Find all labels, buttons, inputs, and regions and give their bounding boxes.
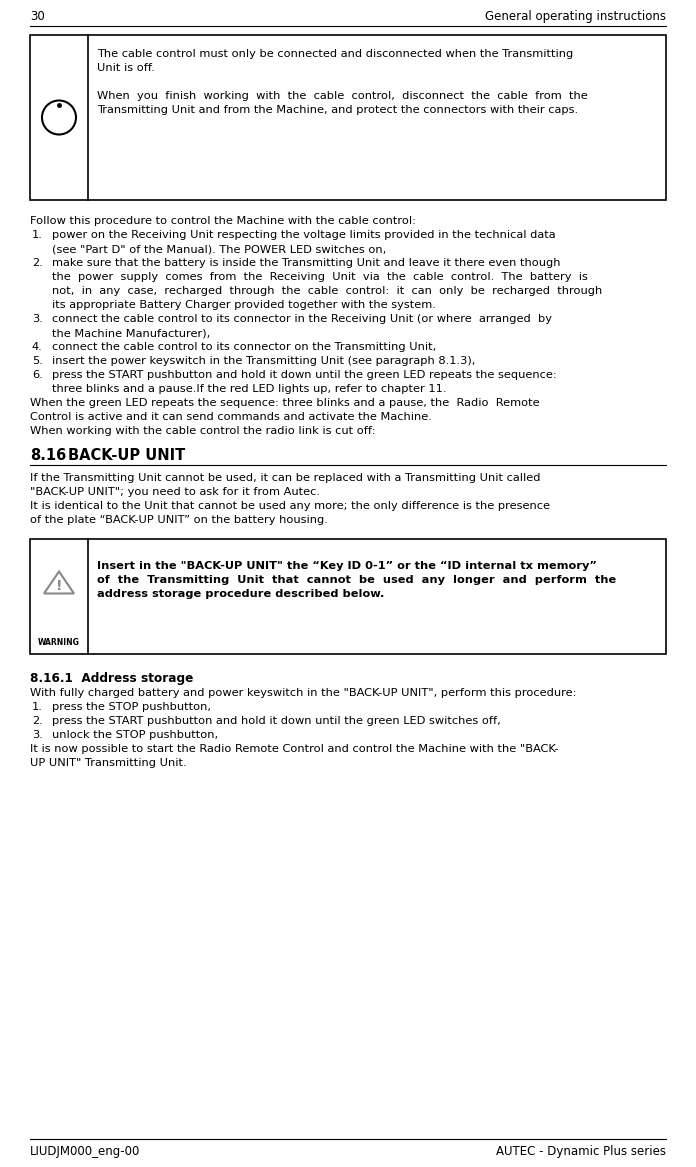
Text: When the green LED repeats the sequence: three blinks and a pause, the  Radio  R: When the green LED repeats the sequence:… bbox=[30, 398, 539, 408]
Text: unlock the STOP pushbutton,: unlock the STOP pushbutton, bbox=[52, 731, 218, 740]
Text: 6.: 6. bbox=[32, 370, 42, 380]
Text: connect the cable control to its connector on the Transmitting Unit,: connect the cable control to its connect… bbox=[52, 342, 436, 352]
Text: the Machine Manufacturer),: the Machine Manufacturer), bbox=[52, 328, 210, 338]
Text: power on the Receiving Unit respecting the voltage limits provided in the techni: power on the Receiving Unit respecting t… bbox=[52, 230, 555, 240]
Text: 4.: 4. bbox=[32, 342, 42, 352]
Text: address storage procedure described below.: address storage procedure described belo… bbox=[97, 589, 384, 599]
Text: connect the cable control to its connector in the Receiving Unit (or where  arra: connect the cable control to its connect… bbox=[52, 314, 552, 324]
Text: Unit is off.: Unit is off. bbox=[97, 63, 155, 74]
Text: BACK-UP UNIT: BACK-UP UNIT bbox=[68, 448, 185, 463]
Text: When  you  finish  working  with  the  cable  control,  disconnect  the  cable  : When you finish working with the cable c… bbox=[97, 91, 587, 102]
Text: 3.: 3. bbox=[32, 731, 43, 740]
Text: press the START pushbutton and hold it down until the green LED switches off,: press the START pushbutton and hold it d… bbox=[52, 717, 500, 726]
Text: 2.: 2. bbox=[32, 717, 42, 726]
Text: press the STOP pushbutton,: press the STOP pushbutton, bbox=[52, 703, 211, 712]
Text: i: i bbox=[56, 109, 62, 127]
Text: It is now possible to start the Radio Remote Control and control the Machine wit: It is now possible to start the Radio Re… bbox=[30, 745, 559, 754]
Text: 5.: 5. bbox=[32, 356, 43, 366]
Text: With fully charged battery and power keyswitch in the "BACK-UP UNIT", perform th: With fully charged battery and power key… bbox=[30, 689, 576, 698]
Text: It is identical to the Unit that cannot be used any more; the only difference is: It is identical to the Unit that cannot … bbox=[30, 501, 550, 511]
Text: Transmitting Unit and from the Machine, and protect the connectors with their ca: Transmitting Unit and from the Machine, … bbox=[97, 105, 578, 116]
Text: 1.: 1. bbox=[32, 703, 43, 712]
Text: of the plate “BACK-UP UNIT” on the battery housing.: of the plate “BACK-UP UNIT” on the batte… bbox=[30, 515, 328, 525]
Text: Follow this procedure to control the Machine with the cable control:: Follow this procedure to control the Mac… bbox=[30, 216, 416, 226]
Text: UP UNIT" Transmitting Unit.: UP UNIT" Transmitting Unit. bbox=[30, 759, 187, 768]
Text: its appropriate Battery Charger provided together with the system.: its appropriate Battery Charger provided… bbox=[52, 300, 436, 310]
Text: the  power  supply  comes  from  the  Receiving  Unit  via  the  cable  control.: the power supply comes from the Receivin… bbox=[52, 272, 588, 282]
Text: 2.: 2. bbox=[32, 258, 42, 268]
Text: 1.: 1. bbox=[32, 230, 43, 240]
Text: "BACK-UP UNIT"; you need to ask for it from Autec.: "BACK-UP UNIT"; you need to ask for it f… bbox=[30, 487, 320, 497]
Text: LIUDJM000_eng-00: LIUDJM000_eng-00 bbox=[30, 1145, 141, 1158]
Text: of  the  Transmitting  Unit  that  cannot  be  used  any  longer  and  perform  : of the Transmitting Unit that cannot be … bbox=[97, 575, 616, 585]
Text: 30: 30 bbox=[30, 11, 45, 23]
Text: 3.: 3. bbox=[32, 314, 43, 324]
Text: The cable control must only be connected and disconnected when the Transmitting: The cable control must only be connected… bbox=[97, 49, 574, 60]
Text: !: ! bbox=[56, 580, 62, 594]
Text: Control is active and it can send commands and activate the Machine.: Control is active and it can send comman… bbox=[30, 412, 432, 422]
Text: 8.16.1  Address storage: 8.16.1 Address storage bbox=[30, 672, 193, 685]
Text: Insert in the "BACK-UP UNIT" the “Key ID 0-1” or the “ID internal tx memory”: Insert in the "BACK-UP UNIT" the “Key ID… bbox=[97, 561, 597, 571]
Text: If the Transmitting Unit cannot be used, it can be replaced with a Transmitting : If the Transmitting Unit cannot be used,… bbox=[30, 473, 541, 483]
Text: press the START pushbutton and hold it down until the green LED repeats the sequ: press the START pushbutton and hold it d… bbox=[52, 370, 557, 380]
Text: General operating instructions: General operating instructions bbox=[485, 11, 666, 23]
Bar bbox=[30, 539, 666, 654]
Text: When working with the cable control the radio link is cut off:: When working with the cable control the … bbox=[30, 426, 376, 436]
Bar bbox=[30, 35, 666, 200]
Text: make sure that the battery is inside the Transmitting Unit and leave it there ev: make sure that the battery is inside the… bbox=[52, 258, 560, 268]
Text: insert the power keyswitch in the Transmitting Unit (see paragraph 8.1.3),: insert the power keyswitch in the Transm… bbox=[52, 356, 475, 366]
Text: WARNING: WARNING bbox=[38, 638, 80, 647]
Text: three blinks and a pause.If the red LED lights up, refer to chapter 11.: three blinks and a pause.If the red LED … bbox=[52, 384, 447, 394]
Text: (see "Part D" of the Manual). The POWER LED switches on,: (see "Part D" of the Manual). The POWER … bbox=[52, 244, 386, 254]
Text: AUTEC - Dynamic Plus series: AUTEC - Dynamic Plus series bbox=[496, 1145, 666, 1158]
Circle shape bbox=[42, 100, 76, 134]
Text: not,  in  any  case,  recharged  through  the  cable  control:  it  can  only  b: not, in any case, recharged through the … bbox=[52, 286, 602, 296]
Text: 8.16: 8.16 bbox=[30, 448, 66, 463]
